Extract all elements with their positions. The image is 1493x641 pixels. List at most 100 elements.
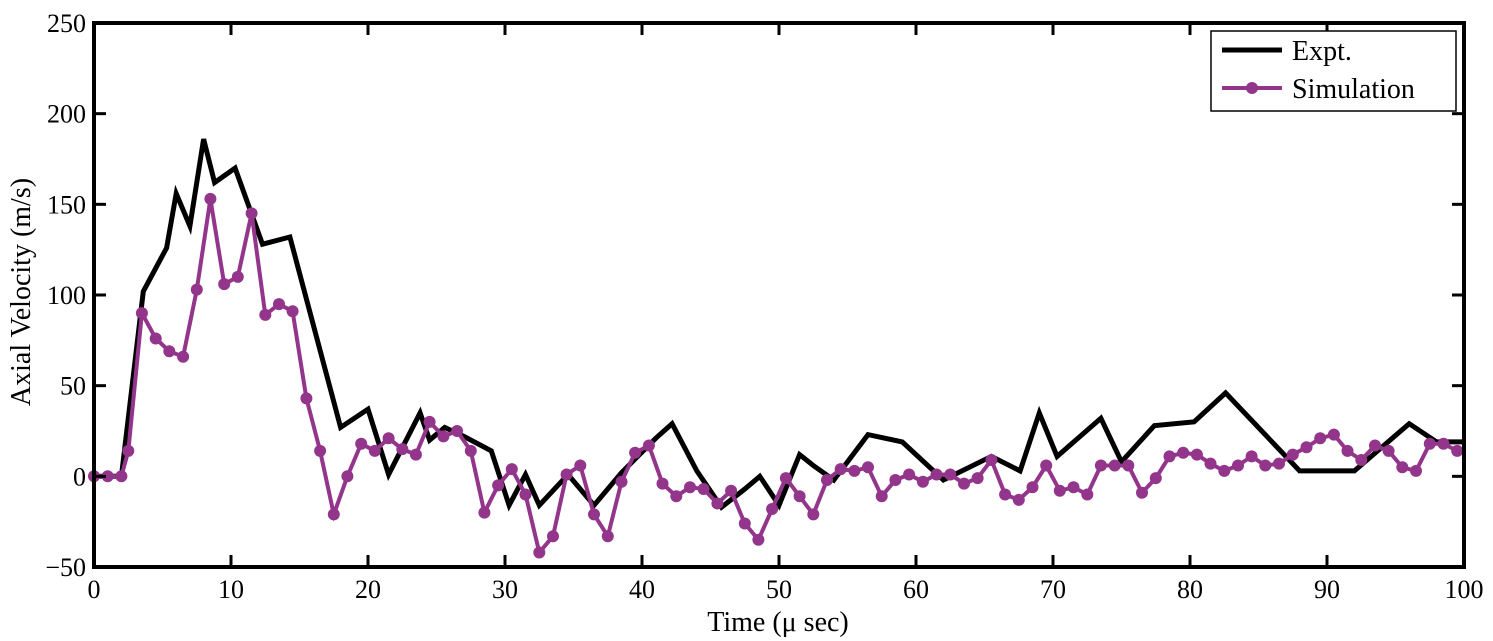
series-line-0: [94, 138, 1464, 512]
x-tick-label: 40: [629, 575, 655, 604]
series-1-point: [642, 439, 655, 452]
series-1-point: [341, 470, 354, 483]
series-1-point: [574, 459, 587, 472]
series-1-point: [629, 446, 642, 459]
series-1-point: [1163, 450, 1176, 463]
series-1-point: [327, 508, 340, 521]
series-1-point: [889, 474, 902, 486]
series-1-point: [725, 484, 738, 497]
series-1-point: [1094, 459, 1107, 472]
series-1-point: [451, 425, 464, 437]
legend: Expt. Simulation: [1210, 30, 1457, 112]
series-1-point: [1451, 444, 1464, 457]
series-1-point: [766, 503, 779, 515]
series-1-point: [1122, 459, 1135, 472]
x-tick-label: 60: [903, 575, 929, 604]
y-tick-label: 150: [47, 190, 86, 219]
x-tick-label: 90: [1314, 575, 1340, 604]
series-1-point: [409, 448, 422, 461]
series-1-point: [1423, 437, 1436, 450]
series-1-point: [1218, 464, 1231, 477]
series-1-point: [355, 437, 368, 450]
series-1-point: [848, 464, 861, 477]
series-1-point: [1396, 461, 1409, 474]
legend-label-0: Expt.: [1292, 36, 1352, 67]
series-1-point: [533, 546, 546, 559]
series-1-point: [1437, 437, 1450, 450]
series-1-point: [711, 497, 724, 510]
series-1-point: [382, 432, 395, 445]
series-1-point: [1273, 457, 1285, 470]
y-axis-label: Axial Velocity (m/s): [6, 178, 37, 406]
series-1-point: [218, 278, 231, 291]
series-1-point: [958, 477, 970, 490]
series-1-point: [1081, 488, 1094, 501]
series-1-point: [101, 470, 114, 483]
series-1-point: [670, 490, 683, 503]
series-1-point: [437, 430, 450, 443]
series-1-point: [1108, 459, 1121, 472]
x-tick-label: 70: [1040, 575, 1066, 604]
y-tick-label: 200: [47, 100, 86, 129]
series-1-point: [684, 481, 696, 494]
series-1-point: [999, 488, 1012, 501]
series-1-point: [115, 470, 128, 483]
series-1-point: [1012, 493, 1025, 506]
series-1-point: [985, 454, 998, 466]
x-tick-label: 50: [766, 575, 792, 604]
series-1-point: [601, 530, 614, 543]
legend-label-1: Simulation: [1292, 74, 1415, 105]
series-1-point: [971, 472, 984, 485]
series-1-point: [300, 392, 313, 405]
series-1-point: [1355, 454, 1368, 466]
series-1-point: [464, 444, 477, 457]
series-line-1: [94, 198, 1459, 557]
series-1-point: [273, 298, 285, 311]
x-tick-label: 0: [88, 575, 101, 604]
series-1-point: [314, 444, 327, 457]
y-tick-label: 0: [73, 462, 86, 491]
series-1-point: [1259, 459, 1272, 472]
series-1-point: [478, 506, 491, 519]
series-1-point: [807, 508, 820, 521]
series-1-point: [1204, 457, 1217, 470]
series-1-point: [916, 475, 929, 488]
series-1-point: [135, 307, 148, 320]
series-1-point: [862, 461, 874, 474]
series-1-point: [163, 345, 176, 358]
y-tick-label: −50: [45, 553, 86, 582]
series-1-point: [190, 283, 203, 296]
series-1-point: [779, 472, 792, 485]
series-1-point: [1369, 439, 1381, 452]
series-1-point: [588, 508, 600, 521]
series-1-point: [1067, 481, 1080, 494]
series-1-point: [944, 468, 957, 481]
series-1-point: [1286, 448, 1299, 461]
series-1-point: [423, 415, 436, 428]
series-1-point: [821, 474, 833, 486]
x-tick-label: 80: [1177, 575, 1203, 604]
series-1-point: [1300, 441, 1313, 454]
series-1-point: [1410, 464, 1422, 477]
series-1-point: [1026, 481, 1039, 494]
y-tick-label: 50: [60, 372, 86, 401]
series-1-point: [149, 332, 162, 345]
series-1-point: [245, 207, 258, 220]
series-1-point: [231, 270, 244, 283]
series-1-point: [930, 468, 943, 481]
series-1-point: [1341, 444, 1354, 457]
x-tick-label: 30: [492, 575, 518, 604]
series-1-point: [1382, 444, 1395, 457]
series-1-point: [697, 483, 710, 495]
series-1-point: [738, 517, 751, 530]
series-1-point: [122, 444, 135, 457]
series-1-point: [1040, 459, 1053, 472]
series-1-point: [1177, 446, 1190, 459]
series-1-point: [492, 479, 505, 492]
series-1-point: [752, 533, 765, 546]
series-1-point: [793, 490, 806, 503]
series-1-point: [1136, 486, 1148, 499]
series-1-point: [834, 463, 847, 476]
series-1-point: [204, 192, 217, 205]
series-1-point: [1190, 448, 1203, 461]
